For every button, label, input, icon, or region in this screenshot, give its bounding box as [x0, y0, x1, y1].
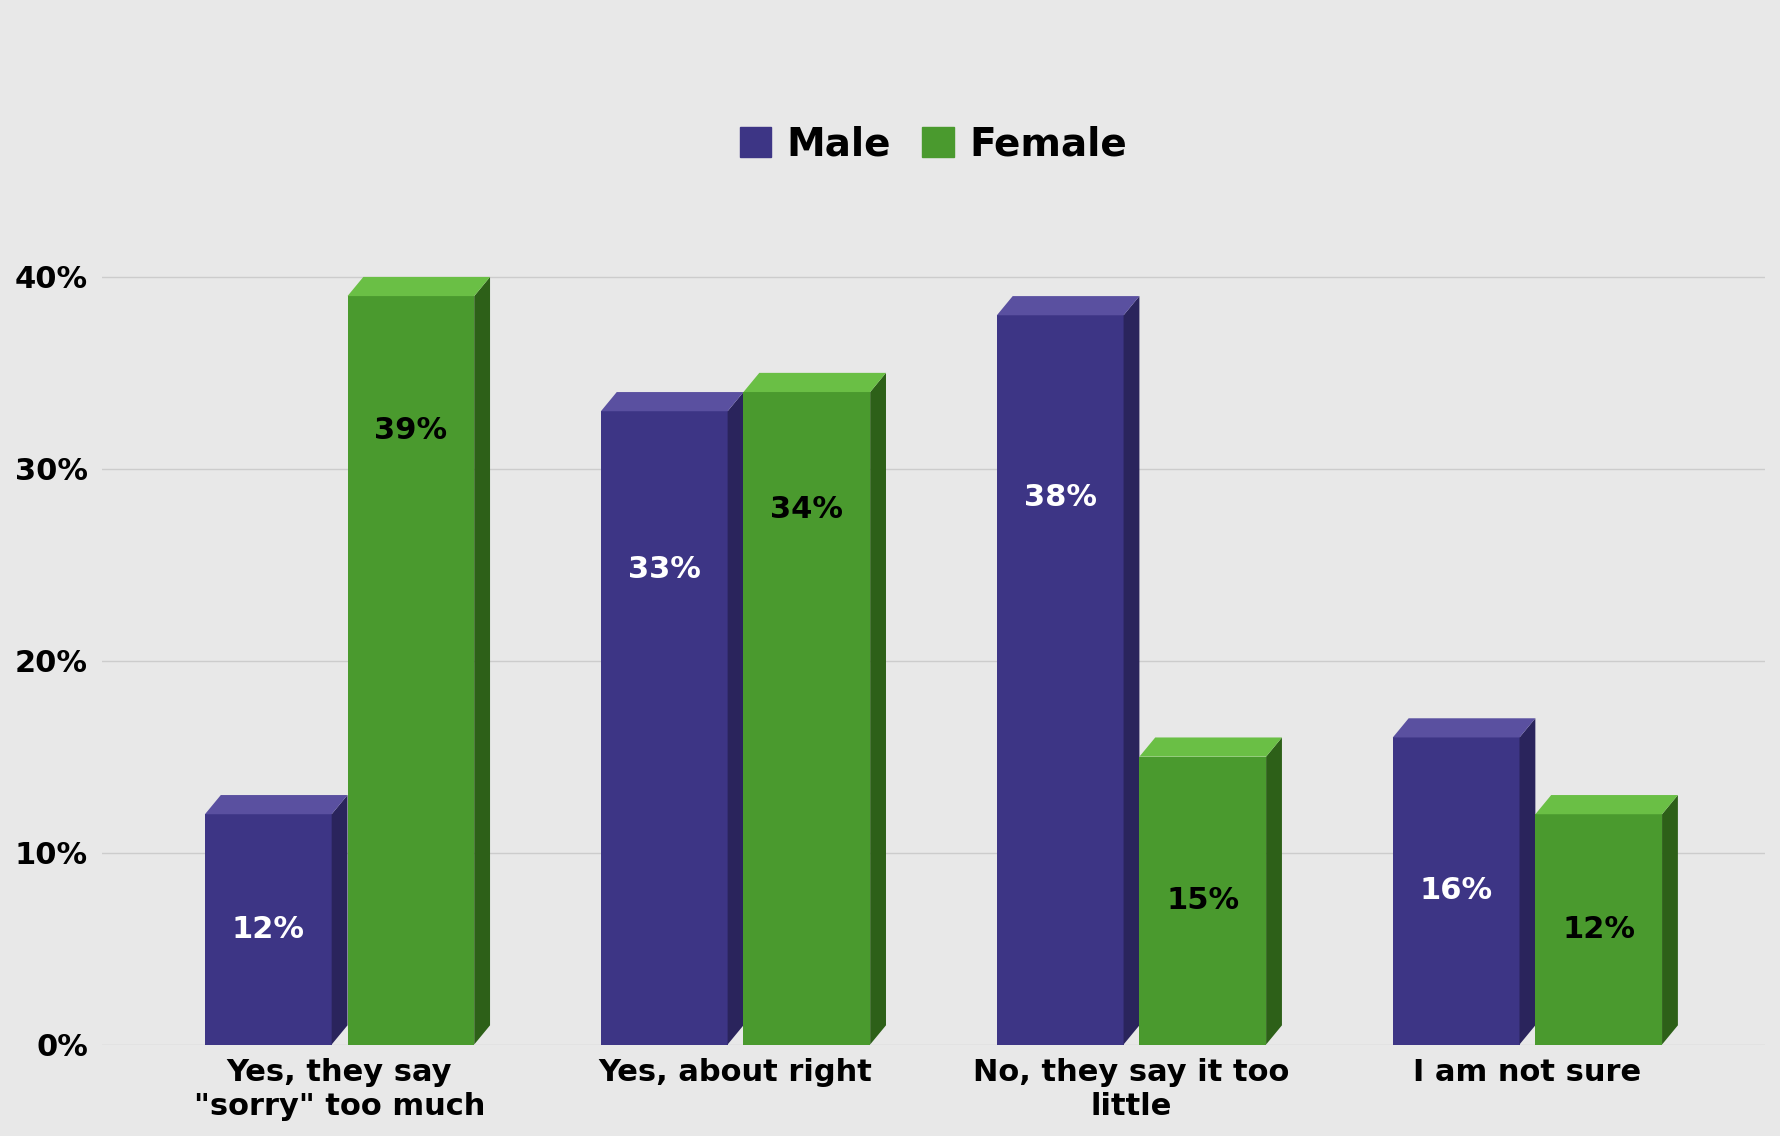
Polygon shape	[997, 316, 1123, 1044]
Text: 38%: 38%	[1023, 483, 1096, 512]
Polygon shape	[1139, 737, 1282, 757]
Polygon shape	[1663, 795, 1679, 1044]
Text: 15%: 15%	[1166, 886, 1239, 916]
Polygon shape	[1392, 737, 1520, 1044]
Text: 34%: 34%	[771, 495, 844, 524]
Polygon shape	[1392, 718, 1536, 737]
Text: 39%: 39%	[374, 416, 447, 445]
Polygon shape	[728, 392, 744, 1044]
Polygon shape	[473, 277, 490, 1044]
Polygon shape	[744, 392, 870, 1044]
Text: 12%: 12%	[231, 914, 304, 944]
Polygon shape	[744, 373, 886, 392]
Legend: Male, Female: Male, Female	[724, 110, 1143, 179]
Polygon shape	[602, 411, 728, 1044]
Polygon shape	[1520, 718, 1536, 1044]
Polygon shape	[997, 296, 1139, 316]
Text: 16%: 16%	[1420, 877, 1493, 905]
Polygon shape	[331, 795, 347, 1044]
Polygon shape	[347, 296, 473, 1044]
Text: 12%: 12%	[1563, 914, 1636, 944]
Polygon shape	[870, 373, 886, 1044]
Polygon shape	[1536, 815, 1663, 1044]
Polygon shape	[1266, 737, 1282, 1044]
Polygon shape	[347, 277, 490, 296]
Polygon shape	[205, 815, 331, 1044]
Polygon shape	[1536, 795, 1679, 815]
Polygon shape	[205, 795, 347, 815]
Polygon shape	[1139, 757, 1266, 1044]
Polygon shape	[602, 392, 744, 411]
Text: 33%: 33%	[628, 556, 701, 584]
Polygon shape	[1123, 296, 1139, 1044]
